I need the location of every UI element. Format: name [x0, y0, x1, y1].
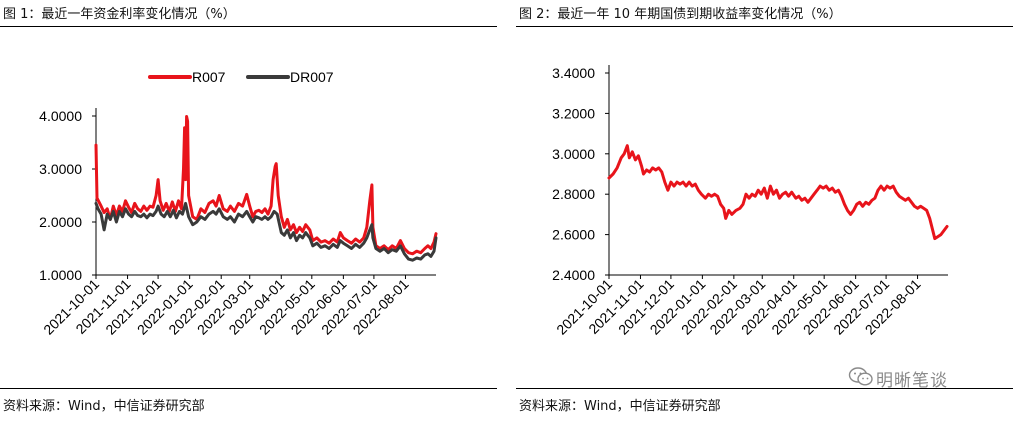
- y-tick-label: 3.2000: [552, 105, 595, 121]
- right-source-rule: [516, 388, 1013, 389]
- legend-label-r007: R007: [192, 69, 226, 85]
- left-source-rule: [0, 388, 497, 389]
- y-tick-label: 2.4000: [552, 267, 595, 283]
- left-chart-panel: 图 1：最近一年资金利率变化情况（%） 1.0000 2.0000 3.0000 4.…: [0, 0, 497, 422]
- bond-yield-line-chart: 2.40002.60002.80003.00003.20003.40002021…: [552, 65, 949, 338]
- series-line-yield: [607, 144, 949, 241]
- series-line-dr007: [94, 201, 438, 262]
- left-title-rule: [0, 26, 497, 27]
- y-tick-label: 3.0000: [39, 161, 82, 177]
- watermark-text: 明晰笔谈: [876, 371, 948, 391]
- y-tick-label: 1.0000: [39, 267, 82, 283]
- y-tick-label: 2.0000: [39, 214, 82, 230]
- right-chart-panel: 图 2：最近一年 10 年期国债到期收益率变化情况（%） 2.4000 2.600…: [516, 0, 1013, 422]
- series-line-r007: [94, 115, 438, 256]
- y-tick-label: 4.0000: [39, 108, 82, 124]
- rates-line-chart: 1.00002.00003.00004.00002021-10-012021-1…: [39, 69, 438, 338]
- left-chart-source: 资料来源：Wind，中信证券研究部: [3, 399, 205, 414]
- right-chart-source: 资料来源：Wind，中信证券研究部: [519, 399, 721, 414]
- left-chart-title: 图 1：最近一年资金利率变化情况（%）: [3, 7, 236, 22]
- right-title-rule: [516, 26, 1013, 27]
- y-tick-label: 3.4000: [552, 65, 595, 81]
- y-tick-label: 2.6000: [552, 227, 595, 243]
- legend-label-dr007: DR007: [290, 69, 334, 85]
- y-tick-label: 3.0000: [552, 146, 595, 162]
- wechat-icon: [848, 367, 873, 386]
- right-chart-title: 图 2：最近一年 10 年期国债到期收益率变化情况（%）: [519, 7, 842, 22]
- y-tick-label: 2.8000: [552, 186, 595, 202]
- watermark: 明晰笔谈: [848, 366, 998, 391]
